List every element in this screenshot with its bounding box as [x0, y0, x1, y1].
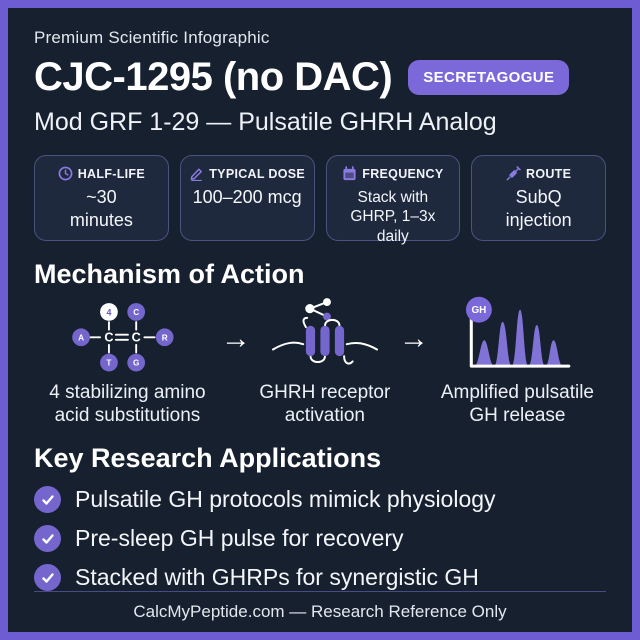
svg-text:R: R [162, 333, 168, 342]
mechanism-row: C C 4 C A R T G 4 stabilizing amino acid… [34, 296, 606, 427]
receptor-diagram [271, 298, 378, 365]
application-text: Pre-sleep GH pulse for recovery [75, 525, 404, 552]
mechanism-heading: Mechanism of Action [34, 259, 305, 289]
stat-card-typical-dose: TYPICAL DOSE 100–200 mcg [179, 155, 315, 241]
application-text: Pulsatile GH protocols mimick physiology [75, 486, 496, 513]
stat-label: FREQUENCY [362, 166, 444, 181]
svg-text:T: T [107, 359, 112, 368]
applications-heading: Key Research Applications [34, 443, 382, 474]
syringe-icon [506, 166, 521, 181]
footer-text: CalcMyPeptide.com — Research Reference O… [133, 602, 507, 622]
application-item: Stacked with GHRPs for synergistic GH [34, 564, 606, 592]
title-row: CJC-1295 (no DAC) SECRETAGOGUE [34, 55, 606, 100]
svg-text:A: A [79, 333, 85, 342]
check-icon [34, 564, 61, 592]
stat-card-half-life: HALF-LIFE ~30 minutes [34, 155, 169, 241]
application-item: Pulsatile GH protocols mimick physiology [34, 486, 606, 514]
stat-label: TYPICAL DOSE [209, 166, 305, 181]
stat-value: Stack with GHRP, 1–3x daily [350, 189, 436, 245]
check-icon [34, 525, 61, 553]
molecule-diagram: C C 4 C A R T G [72, 303, 174, 372]
clock-icon [58, 166, 73, 181]
stat-value: SubQ injection [505, 187, 572, 230]
svg-text:G: G [133, 359, 139, 368]
pencil-icon [190, 168, 203, 181]
application-text: Stacked with GHRPs for synergistic GH [75, 564, 479, 591]
mechanism-caption: 4 stabilizing amino acid substitutions [49, 382, 206, 427]
stat-label: HALF-LIFE [77, 166, 146, 181]
calendar-icon [343, 166, 356, 181]
stats-row: HALF-LIFE ~30 minutes TYPICAL DOSE 100–2… [34, 155, 606, 245]
application-item: Pre-sleep GH pulse for recovery [34, 525, 606, 553]
gh-pulse-chart: GH [466, 296, 571, 368]
stat-card-route: ROUTE SubQ injection [471, 155, 606, 241]
footer: CalcMyPeptide.com — Research Reference O… [34, 591, 606, 632]
stat-value: 100–200 mcg [192, 187, 302, 207]
svg-text:C: C [105, 330, 114, 344]
page-title: CJC-1295 (no DAC) [34, 55, 393, 99]
stat-value: ~30 minutes [69, 187, 133, 230]
secretagogue-badge: SECRETAGOGUE [408, 60, 570, 95]
mechanism-caption: Amplified pulsatile GH release [440, 382, 594, 427]
mechanism-step-receptor: GHRH receptor activation [251, 298, 399, 427]
mechanism-step-gh-release: GH Amplified pulsatile GH release [429, 296, 606, 427]
eyebrow-text: Premium Scientific Infographic [34, 28, 270, 47]
svg-text:4: 4 [107, 308, 112, 318]
right-arrow-icon: → [220, 322, 251, 355]
page-subtitle: Mod GRF 1-29 — Pulsatile GHRH Analog [34, 108, 497, 136]
stat-label: ROUTE [526, 166, 572, 181]
svg-text:C: C [134, 308, 140, 317]
mechanism-caption: GHRH receptor activation [259, 382, 391, 427]
gh-badge: GH [472, 305, 487, 316]
svg-text:C: C [132, 330, 141, 344]
right-arrow-icon: → [398, 322, 429, 355]
check-icon [34, 486, 61, 514]
stat-card-frequency: FREQUENCY Stack with GHRP, 1–3x daily [325, 155, 461, 245]
mechanism-step-substitutions: C C 4 C A R T G 4 stabilizing amino acid… [34, 298, 221, 427]
